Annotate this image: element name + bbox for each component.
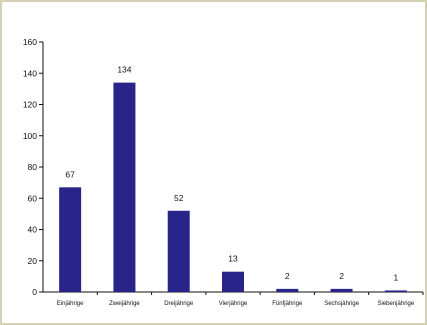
data-label: 67 — [65, 169, 75, 179]
x-tick-label: Siebenjährige — [378, 301, 415, 307]
bars — [59, 82, 407, 292]
data-label: 2 — [285, 271, 290, 281]
bar — [59, 187, 82, 292]
y-tick-label: 120 — [23, 100, 37, 110]
y-tick-label: 140 — [23, 68, 37, 78]
bar-chart: 0 20 40 60 80 100 120 140 160 67 134 52 13 2 2 1 Einjä… — [23, 37, 424, 307]
data-label: 134 — [117, 65, 131, 75]
x-tick-label: Vierjährige — [219, 301, 248, 307]
y-tick-label: 40 — [28, 225, 38, 235]
y-tick-label: 60 — [28, 193, 38, 203]
bar — [330, 288, 353, 292]
y-tick-label: 100 — [23, 131, 37, 141]
y-tick-label: 0 — [32, 287, 37, 297]
x-tick-label: Fünfjährige — [272, 301, 303, 307]
bar — [222, 271, 244, 292]
data-label: 52 — [174, 193, 184, 203]
x-tick-label: Dreijährige — [164, 301, 194, 307]
category-labels: Einjährige Zweijährige Dreijährige Vierjähr… — [57, 292, 424, 307]
data-label: 13 — [228, 254, 238, 264]
x-tick-label: Zweijährige — [109, 301, 140, 307]
bar — [113, 82, 136, 292]
bar — [167, 210, 190, 292]
x-tick-label: Einjährige — [57, 301, 84, 307]
bar — [276, 288, 299, 292]
data-label: 2 — [339, 271, 344, 281]
y-tick-label: 160 — [23, 37, 37, 47]
bar — [384, 290, 407, 292]
data-labels: 67 134 52 13 2 2 1 — [65, 65, 398, 283]
y-tick-label: 80 — [28, 162, 38, 172]
y-tick-label: 20 — [28, 256, 38, 266]
x-tick-label: Sechsjährige — [324, 301, 359, 307]
y-axis-ticks: 0 20 40 60 80 100 120 140 160 — [23, 37, 43, 297]
data-label: 1 — [393, 272, 398, 282]
